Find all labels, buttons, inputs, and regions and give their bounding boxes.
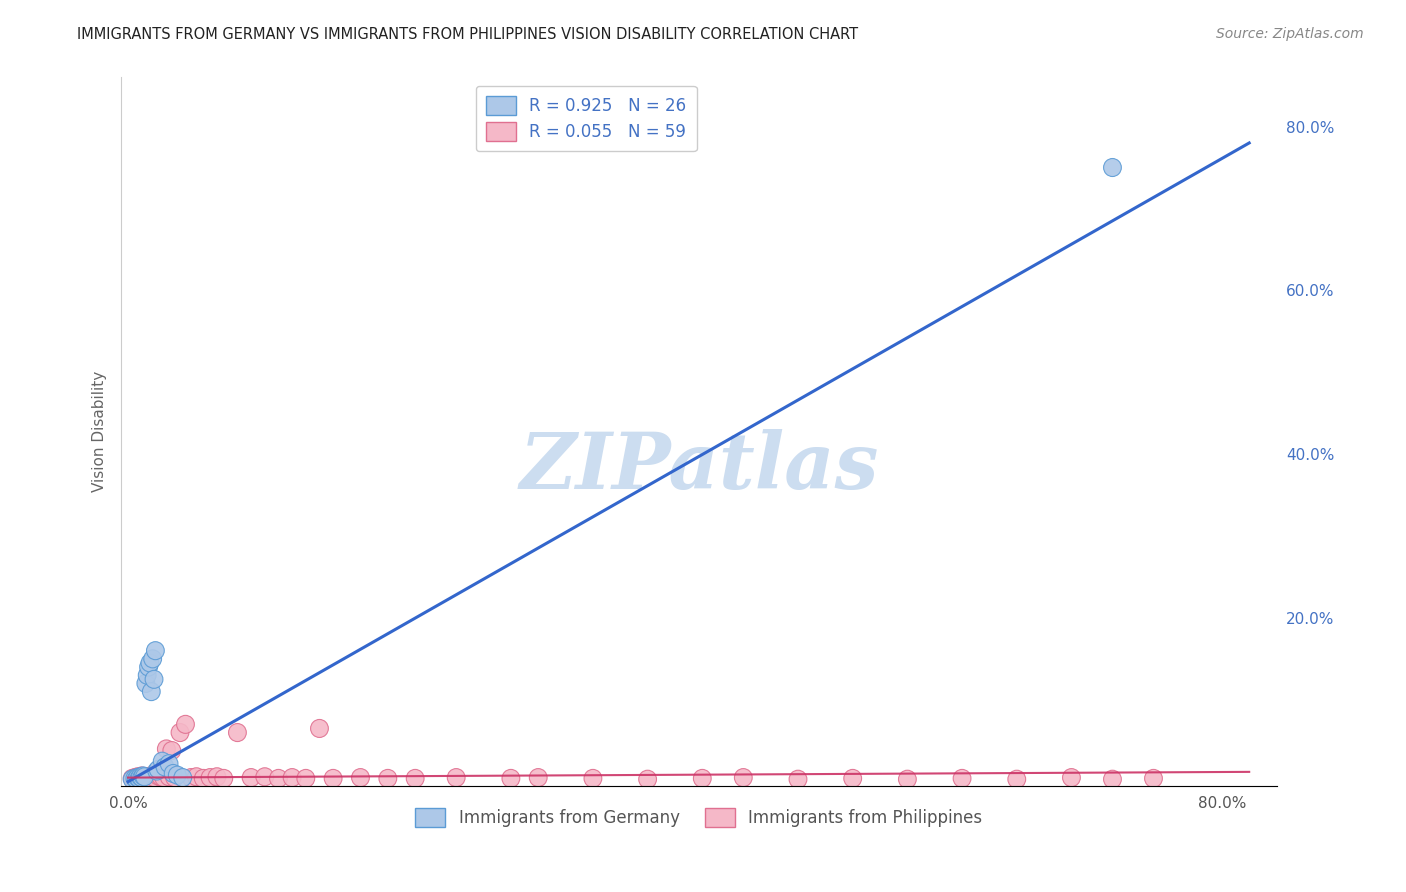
Ellipse shape xyxy=(953,770,972,788)
Ellipse shape xyxy=(160,755,179,772)
Ellipse shape xyxy=(156,758,174,776)
Text: IMMIGRANTS FROM GERMANY VS IMMIGRANTS FROM PHILIPPINES VISION DISABILITY CORRELA: IMMIGRANTS FROM GERMANY VS IMMIGRANTS FR… xyxy=(77,27,859,42)
Ellipse shape xyxy=(132,769,150,787)
Ellipse shape xyxy=(194,770,212,788)
Ellipse shape xyxy=(177,715,194,733)
Ellipse shape xyxy=(142,770,160,788)
Ellipse shape xyxy=(138,770,156,788)
Ellipse shape xyxy=(146,764,165,782)
Ellipse shape xyxy=(297,770,315,788)
Ellipse shape xyxy=(132,769,149,787)
Ellipse shape xyxy=(502,770,520,788)
Ellipse shape xyxy=(172,723,188,741)
Ellipse shape xyxy=(283,769,301,787)
Text: ZIPatlas: ZIPatlas xyxy=(519,429,879,505)
Ellipse shape xyxy=(129,768,146,786)
Ellipse shape xyxy=(153,752,172,770)
Ellipse shape xyxy=(141,769,159,787)
Ellipse shape xyxy=(187,768,205,786)
Ellipse shape xyxy=(143,650,162,668)
Text: Source: ZipAtlas.com: Source: ZipAtlas.com xyxy=(1216,27,1364,41)
Ellipse shape xyxy=(270,770,287,788)
Ellipse shape xyxy=(135,768,153,786)
Ellipse shape xyxy=(125,770,142,789)
Y-axis label: Vision Disability: Vision Disability xyxy=(93,371,107,492)
Ellipse shape xyxy=(163,741,181,760)
Ellipse shape xyxy=(583,770,602,788)
Ellipse shape xyxy=(143,766,162,784)
Ellipse shape xyxy=(142,682,160,700)
Ellipse shape xyxy=(128,770,145,788)
Ellipse shape xyxy=(174,769,191,787)
Ellipse shape xyxy=(127,770,143,788)
Ellipse shape xyxy=(138,666,156,684)
Ellipse shape xyxy=(124,770,141,789)
Ellipse shape xyxy=(529,769,547,787)
Ellipse shape xyxy=(149,767,167,785)
Ellipse shape xyxy=(256,768,274,786)
Ellipse shape xyxy=(406,770,425,788)
Ellipse shape xyxy=(132,767,150,785)
Ellipse shape xyxy=(1063,769,1080,787)
Ellipse shape xyxy=(131,770,148,788)
Ellipse shape xyxy=(145,769,163,787)
Ellipse shape xyxy=(1008,770,1025,789)
Ellipse shape xyxy=(201,769,219,787)
Ellipse shape xyxy=(134,770,152,788)
Ellipse shape xyxy=(131,770,148,788)
Ellipse shape xyxy=(134,767,152,785)
Ellipse shape xyxy=(145,670,163,689)
Ellipse shape xyxy=(135,768,153,786)
Ellipse shape xyxy=(136,674,155,692)
Ellipse shape xyxy=(844,770,862,788)
Ellipse shape xyxy=(638,770,657,789)
Ellipse shape xyxy=(165,764,181,782)
Ellipse shape xyxy=(155,769,173,787)
Legend: Immigrants from Germany, Immigrants from Philippines: Immigrants from Germany, Immigrants from… xyxy=(409,802,988,834)
Ellipse shape xyxy=(181,769,200,787)
Ellipse shape xyxy=(325,770,342,788)
Ellipse shape xyxy=(132,768,149,786)
Ellipse shape xyxy=(734,769,752,787)
Ellipse shape xyxy=(1144,770,1163,788)
Ellipse shape xyxy=(380,770,396,788)
Ellipse shape xyxy=(128,770,145,789)
Ellipse shape xyxy=(139,658,157,676)
Ellipse shape xyxy=(693,770,711,788)
Ellipse shape xyxy=(136,769,155,787)
Ellipse shape xyxy=(1104,159,1122,177)
Ellipse shape xyxy=(447,769,465,787)
Ellipse shape xyxy=(124,770,141,788)
Ellipse shape xyxy=(1104,770,1122,789)
Ellipse shape xyxy=(139,768,157,786)
Ellipse shape xyxy=(311,720,329,738)
Ellipse shape xyxy=(146,641,165,660)
Ellipse shape xyxy=(242,769,260,787)
Ellipse shape xyxy=(215,770,232,788)
Ellipse shape xyxy=(157,740,176,758)
Ellipse shape xyxy=(152,768,170,786)
Ellipse shape xyxy=(160,768,179,786)
Ellipse shape xyxy=(141,654,159,672)
Ellipse shape xyxy=(148,762,166,780)
Ellipse shape xyxy=(127,769,143,787)
Ellipse shape xyxy=(149,760,167,779)
Ellipse shape xyxy=(166,769,183,787)
Ellipse shape xyxy=(352,769,370,787)
Ellipse shape xyxy=(229,723,246,741)
Ellipse shape xyxy=(789,770,807,789)
Ellipse shape xyxy=(208,768,226,786)
Ellipse shape xyxy=(898,770,917,789)
Ellipse shape xyxy=(129,769,146,787)
Ellipse shape xyxy=(169,766,186,784)
